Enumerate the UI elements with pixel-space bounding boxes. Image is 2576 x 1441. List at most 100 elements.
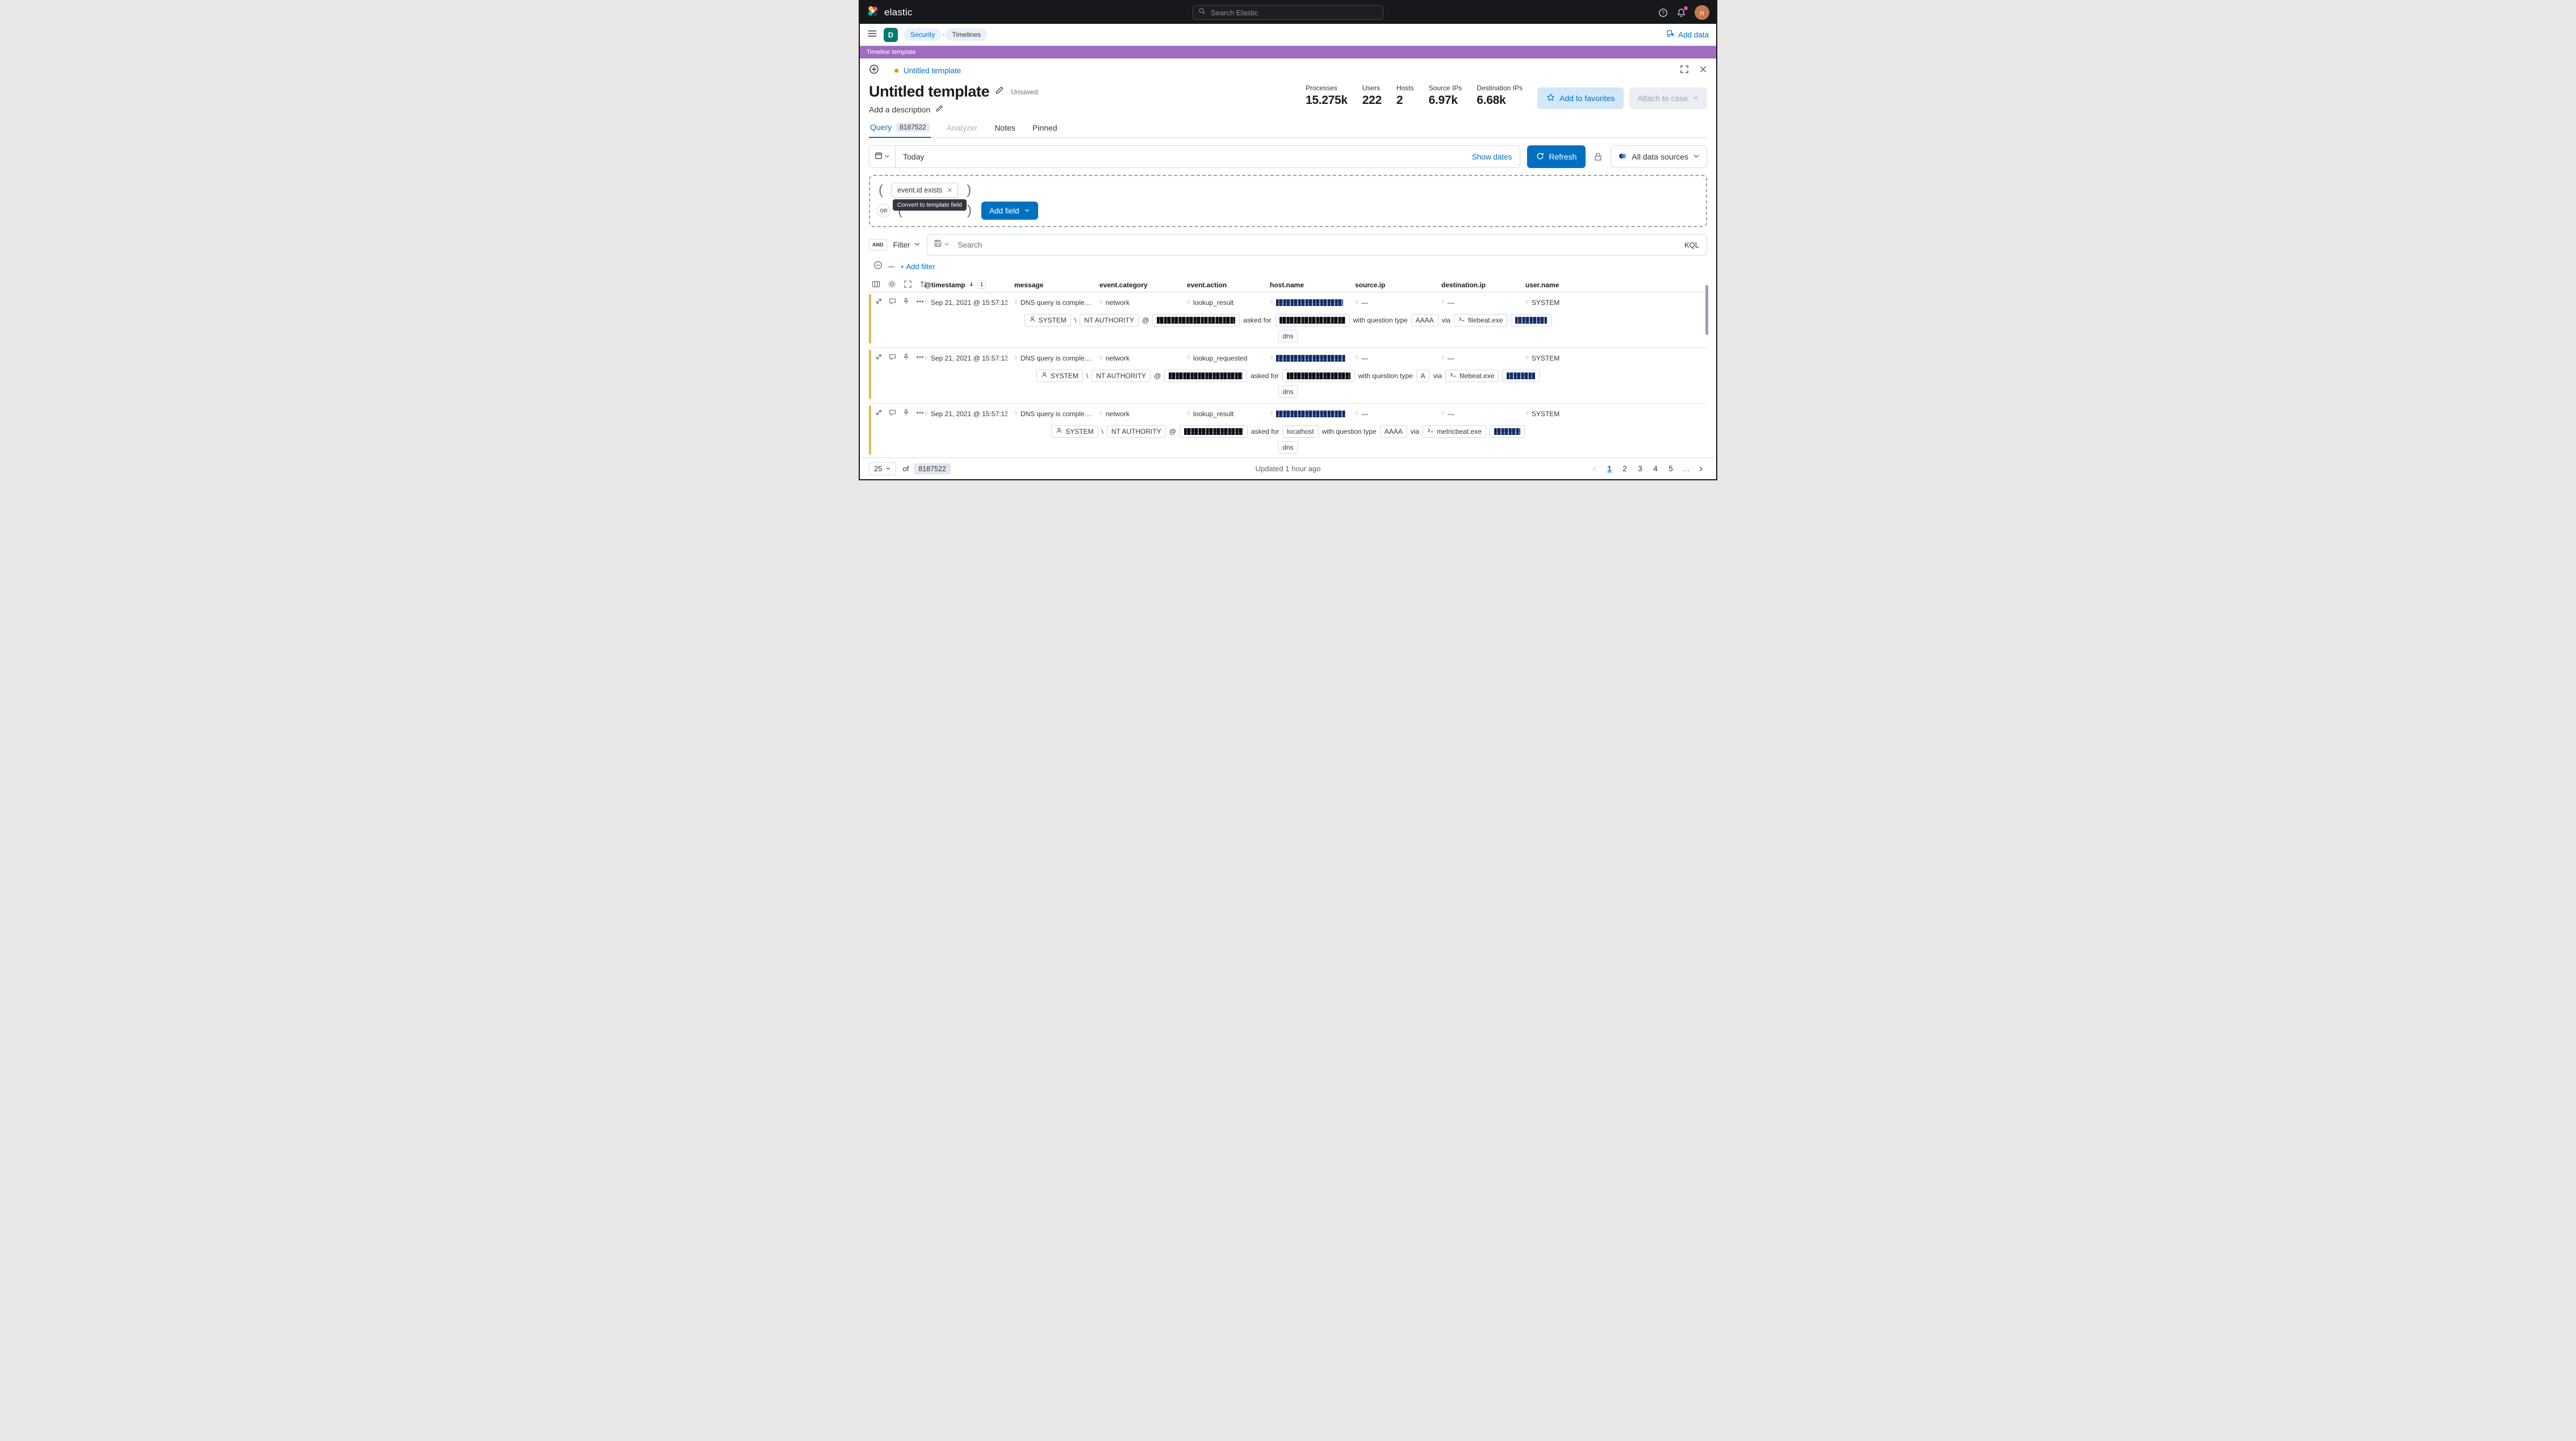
column-host-name[interactable]: host.name <box>1270 280 1304 289</box>
host-badge[interactable] <box>1152 313 1240 326</box>
drag-handle-icon[interactable]: ⠿ <box>1099 300 1103 305</box>
timeline-title-link[interactable]: Untitled template <box>904 66 961 75</box>
drag-handle-icon[interactable]: ⠿ <box>1355 411 1358 416</box>
dns-question-badge[interactable] <box>1282 369 1355 382</box>
cell-timestamp[interactable]: ⠿Sep 21, 2021 @ 15:57:13.144 <box>925 299 1007 307</box>
cell-message[interactable]: ⠿DNS query is completed for ... <box>1014 299 1093 307</box>
refresh-button[interactable]: Refresh <box>1527 145 1586 168</box>
drag-handle-icon[interactable]: ⠿ <box>1525 355 1529 361</box>
global-search[interactable] <box>1193 5 1383 20</box>
menu-icon[interactable] <box>867 28 877 41</box>
column-message[interactable]: message <box>1014 280 1044 289</box>
cell-host-name[interactable]: ⠿ <box>1263 299 1348 306</box>
cell-event-category[interactable]: ⠿network <box>1099 299 1130 307</box>
drag-handle-icon[interactable]: ⠿ <box>1355 355 1358 361</box>
domain-badge[interactable]: NT AUTHORITY <box>1080 313 1139 326</box>
drag-handle-icon[interactable]: ⠿ <box>1270 300 1273 305</box>
date-range-value[interactable]: Today <box>903 152 925 161</box>
cell-message[interactable]: ⠿DNS query is completed for ... <box>1014 410 1093 418</box>
cell-event-category[interactable]: ⠿network <box>1099 354 1130 362</box>
cell-event-action[interactable]: ⠿ lookup_result <box>1187 299 1234 307</box>
cell-timestamp[interactable]: ⠿Sep 21, 2021 @ 15:57:13.142 <box>925 354 1007 362</box>
breadcrumb-timelines[interactable]: Timelines <box>946 28 988 41</box>
help-icon[interactable]: ? <box>1658 8 1668 18</box>
drag-handle-icon[interactable]: ⠿ <box>1187 411 1190 416</box>
comment-icon[interactable] <box>889 353 896 363</box>
drag-handle-icon[interactable]: ⠿ <box>1014 411 1018 416</box>
user-badge[interactable]: SYSTEM <box>1024 313 1071 326</box>
page-1[interactable]: 1 <box>1607 464 1612 473</box>
expand-event-icon[interactable] <box>875 298 883 308</box>
edit-title-icon[interactable] <box>995 86 1004 98</box>
cell-user-name[interactable]: ⠿SYSTEM <box>1525 410 1560 418</box>
rows-per-page-select[interactable]: 25 <box>869 462 897 475</box>
cell-event-action[interactable]: ⠿lookup_requested <box>1187 354 1248 362</box>
column-user-name[interactable]: user.name <box>1525 280 1559 289</box>
page-5[interactable]: 5 <box>1668 464 1673 473</box>
tab-notes[interactable]: Notes <box>993 122 1017 137</box>
process-badge[interactable]: filebeat.exe <box>1445 369 1499 382</box>
result-badge[interactable] <box>1502 369 1540 382</box>
add-filter-button[interactable]: + Add filter <box>900 262 935 271</box>
page-3[interactable]: 3 <box>1638 464 1642 473</box>
user-badge[interactable]: SYSTEM <box>1036 369 1083 382</box>
host-badge[interactable] <box>1164 369 1248 382</box>
field-chip-event-id[interactable]: event.id exists <box>892 183 959 198</box>
cell-destination-ip[interactable]: ⠿— <box>1441 410 1454 418</box>
process-badge[interactable]: metricbeat.exe <box>1423 425 1486 438</box>
description-placeholder[interactable]: Add a description <box>869 104 931 114</box>
user-badge[interactable]: SYSTEM <box>1051 425 1098 438</box>
drag-handle-icon[interactable]: ⠿ <box>1441 411 1445 416</box>
tab-pinned[interactable]: Pinned <box>1031 122 1059 137</box>
cell-host-name[interactable]: ⠿ <box>1263 410 1348 417</box>
cell-source-ip[interactable]: ⠿— <box>1355 410 1368 418</box>
date-quick-select-button[interactable] <box>869 146 896 167</box>
question-type-badge[interactable]: AAAA <box>1411 313 1438 326</box>
cell-event-category[interactable]: ⠿network <box>1099 410 1130 418</box>
show-dates-link[interactable]: Show dates <box>1471 152 1512 161</box>
tab-analyzer[interactable]: Analyzer <box>946 122 978 137</box>
add-data-button[interactable]: Add data <box>1666 30 1709 40</box>
column-event-action[interactable]: event.action <box>1187 280 1227 289</box>
drag-handle-icon[interactable]: ⠿ <box>1014 300 1018 305</box>
expand-event-icon[interactable] <box>875 409 883 419</box>
more-actions-icon[interactable] <box>916 409 924 420</box>
domain-badge[interactable]: NT AUTHORITY <box>1106 425 1166 438</box>
data-sources-button[interactable]: All data sources <box>1611 145 1707 168</box>
saved-query-menu-button[interactable] <box>927 239 956 250</box>
drag-handle-icon[interactable]: ⠿ <box>1355 300 1358 305</box>
kql-search-input[interactable] <box>955 240 1677 249</box>
global-search-input[interactable] <box>1210 7 1378 18</box>
more-actions-icon[interactable] <box>916 298 924 308</box>
result-badge[interactable] <box>1489 425 1525 438</box>
remove-chip-icon[interactable] <box>947 186 952 194</box>
drag-handle-icon[interactable]: ⠿ <box>1099 355 1103 361</box>
dns-tag-badge[interactable]: dns <box>1278 386 1298 398</box>
close-icon[interactable] <box>1699 65 1707 76</box>
pin-icon[interactable] <box>902 409 910 419</box>
dns-question-badge[interactable] <box>1274 313 1350 326</box>
chevron-left-icon[interactable] <box>1588 462 1601 476</box>
drag-handle-icon[interactable]: ⠿ <box>925 411 928 416</box>
edit-description-icon[interactable] <box>935 104 943 114</box>
cell-user-name[interactable]: ⠿SYSTEM <box>1525 299 1560 307</box>
user-avatar[interactable]: n <box>1695 5 1709 20</box>
expand-event-icon[interactable] <box>875 353 883 363</box>
attach-to-case-button[interactable]: Attach to case <box>1629 87 1707 109</box>
more-actions-icon[interactable] <box>916 353 924 364</box>
drag-handle-icon[interactable]: ⠿ <box>1187 300 1190 305</box>
drag-handle-icon[interactable]: ⠿ <box>1441 355 1445 361</box>
result-badge[interactable] <box>1511 313 1552 326</box>
add-to-favorites-button[interactable]: Add to favorites <box>1537 87 1624 109</box>
minus-circle-icon[interactable] <box>873 261 883 273</box>
cell-destination-ip[interactable]: ⠿— <box>1441 354 1454 362</box>
elastic-home-link[interactable]: elastic <box>867 5 913 20</box>
drag-handle-icon[interactable]: ⠿ <box>1270 411 1273 416</box>
columns-icon[interactable] <box>872 280 880 290</box>
tab-query[interactable]: Query 8187522 <box>869 122 931 138</box>
column-event-category[interactable]: event.category <box>1099 280 1148 289</box>
domain-badge[interactable]: NT AUTHORITY <box>1092 369 1151 382</box>
breadcrumb-security[interactable]: Security <box>904 28 942 41</box>
question-type-badge[interactable]: A <box>1416 369 1430 382</box>
notifications-icon[interactable] <box>1676 6 1688 18</box>
